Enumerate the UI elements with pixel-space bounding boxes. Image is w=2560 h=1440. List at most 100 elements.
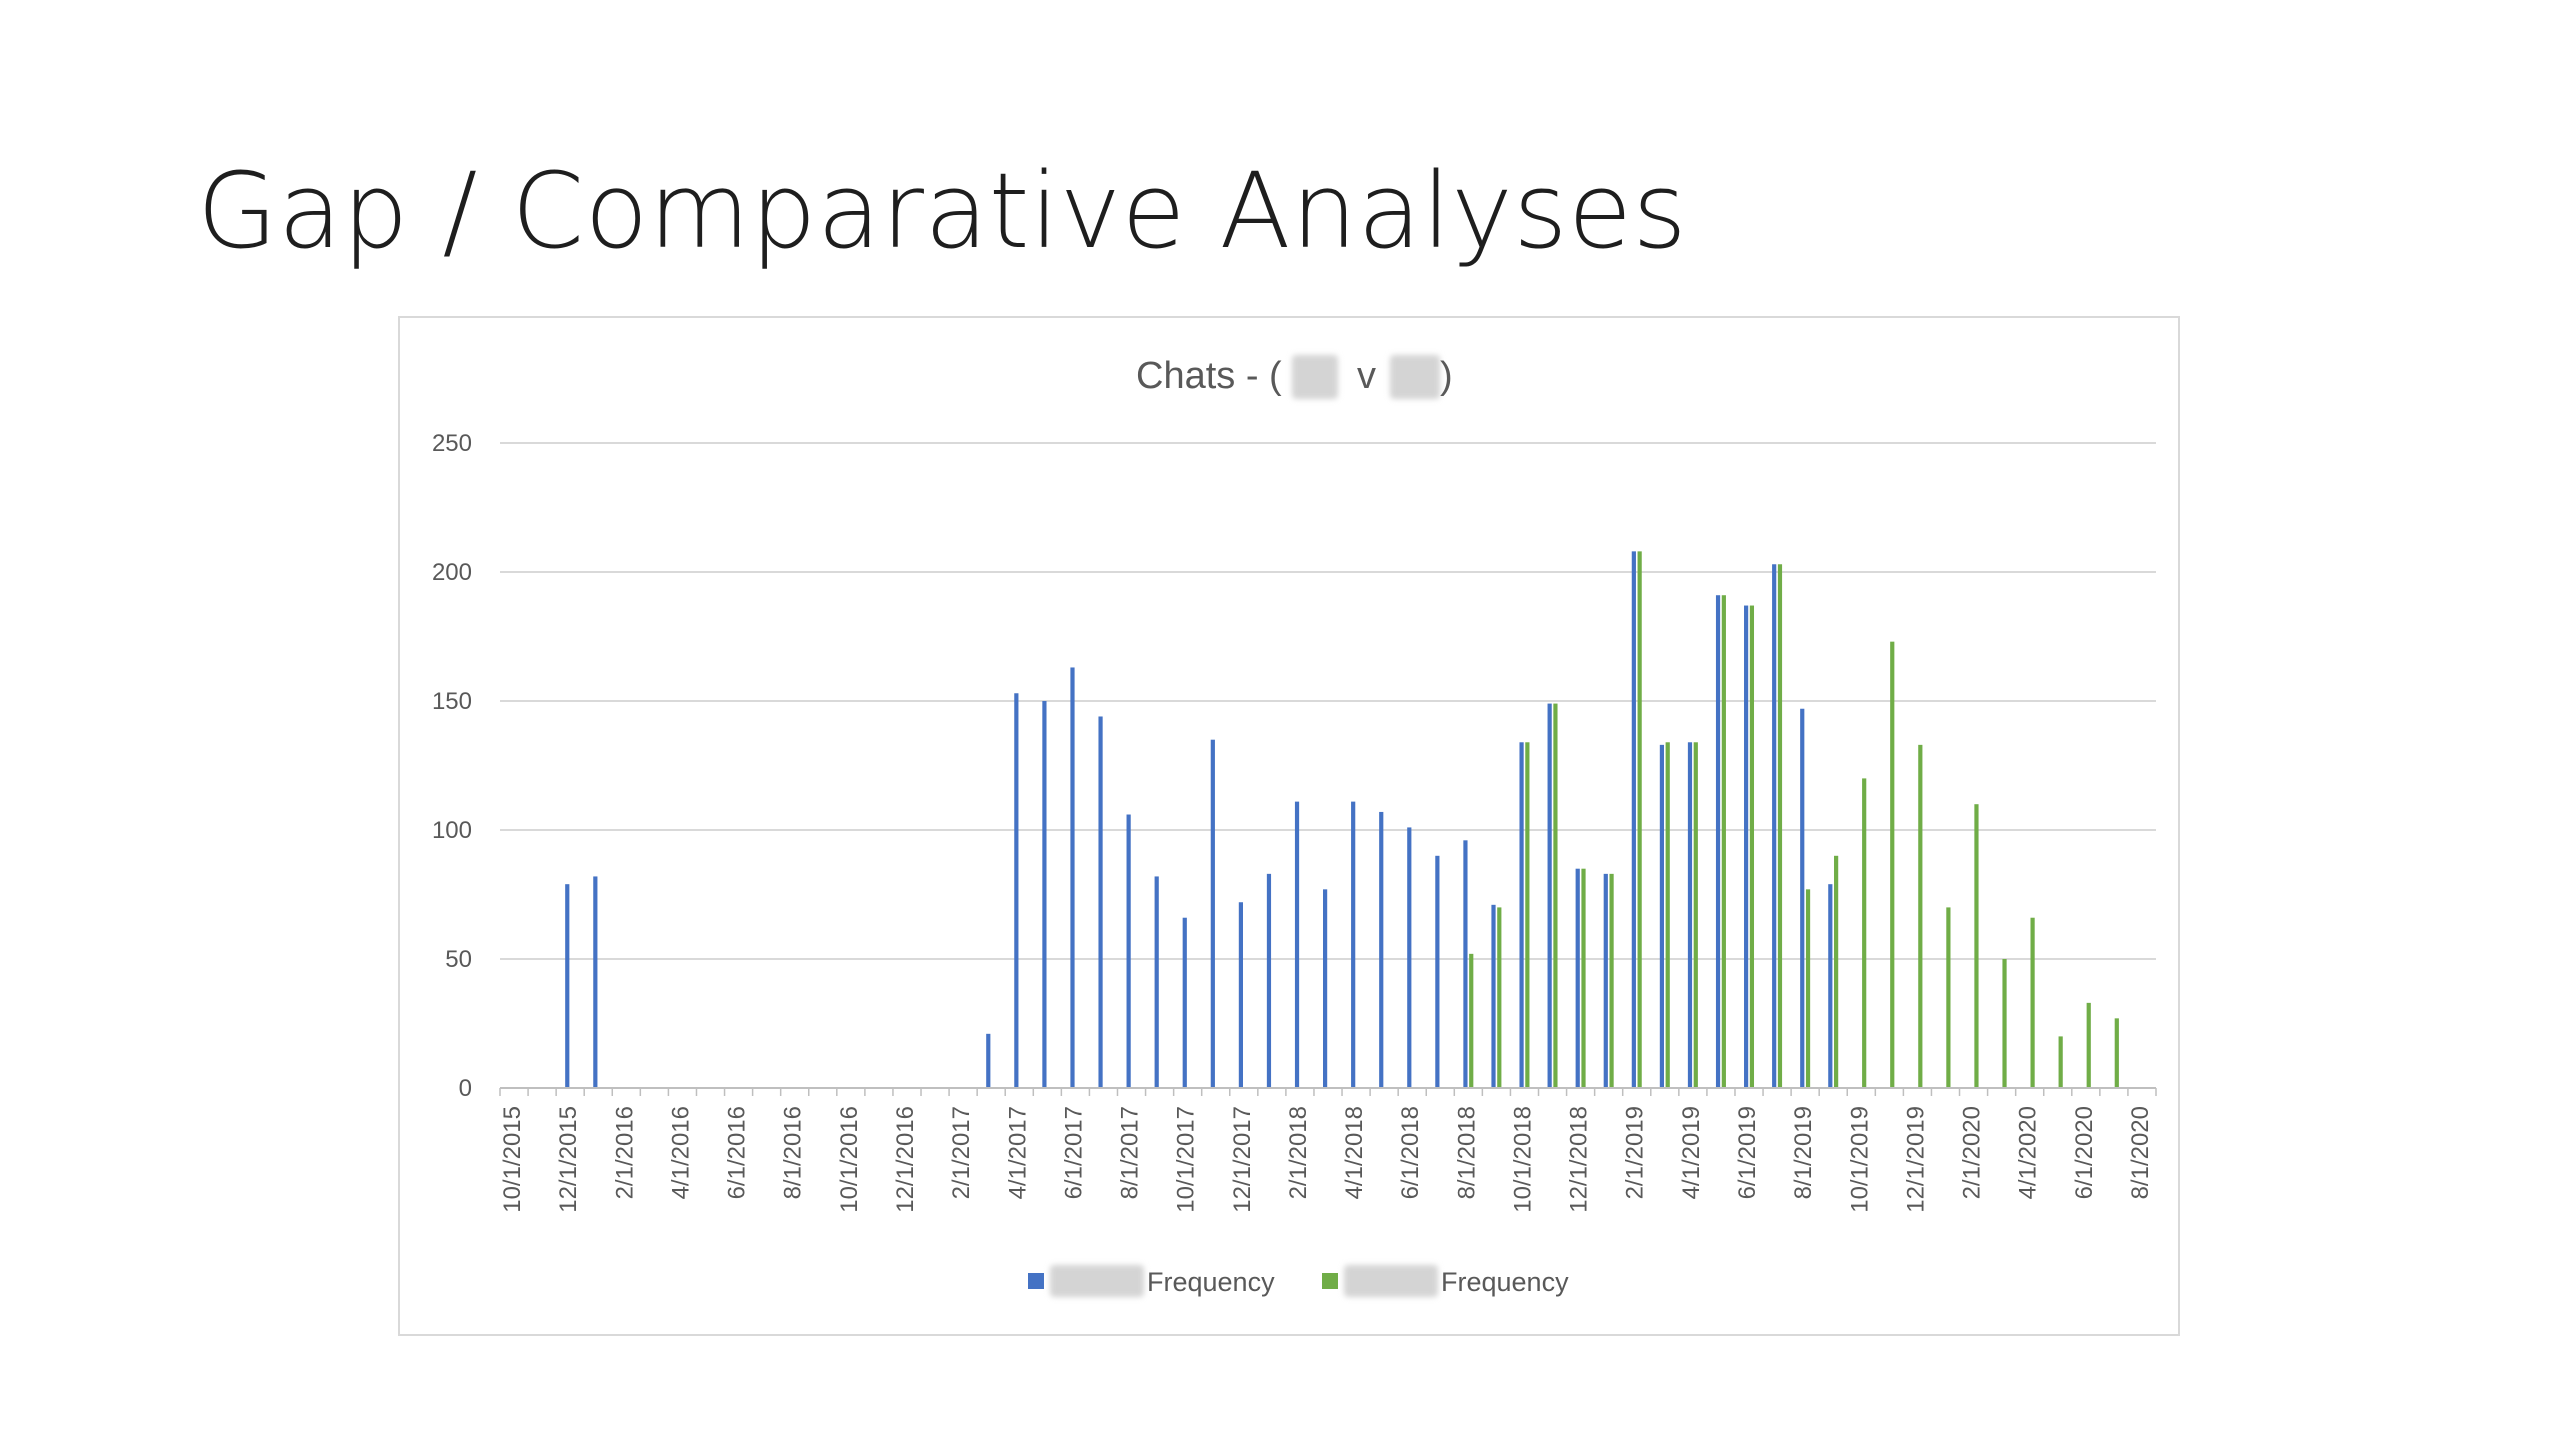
bar-series1-5-1-2017 — [1042, 701, 1047, 1088]
x-tick-label-12-1-2016: 12/1/2016 — [892, 1106, 919, 1213]
bar-series2-7-1-2019 — [1777, 564, 1783, 1088]
y-tick-label-0: 0 — [459, 1075, 472, 1102]
bar-series1-1-1-2019 — [1603, 873, 1608, 1088]
x-axis-tick-labels: 10/1/2015 12/1/2015 2/1/2016 4/1/2016 6/1/20… — [499, 1106, 2154, 1213]
x-tick-label-8-1-2017: 8/1/2017 — [1117, 1106, 1144, 1199]
x-tick-label-10-1-2016: 10/1/2016 — [836, 1106, 863, 1213]
slide-title: Gap / Comparative Analyses — [197, 150, 1688, 272]
gridlines — [500, 442, 2156, 960]
bar-series1-7-1-2019 — [1772, 564, 1777, 1088]
bar-series2-5-1-2020 — [2058, 1036, 2063, 1088]
bar-series1-12-1-2015 — [565, 884, 570, 1088]
bar-series2-2-1-2019 — [1637, 551, 1642, 1088]
bar-series1-12-1-2017 — [1238, 902, 1243, 1088]
bar-series1-8-1-2019 — [1800, 708, 1805, 1088]
bar-series1-5-1-2018 — [1379, 811, 1384, 1088]
bar-series1-8-1-2017 — [1126, 814, 1131, 1088]
bar-series2-7-1-2020 — [2114, 1018, 2119, 1088]
bar-series1-4-1-2018 — [1351, 801, 1356, 1088]
bar-series1-6-1-2018 — [1407, 827, 1412, 1088]
x-tick-label-8-1-2018: 8/1/2018 — [1453, 1106, 1480, 1199]
bar-series2-8-1-2018 — [1469, 953, 1474, 1088]
x-tick-label-12-1-2018: 12/1/2018 — [1566, 1106, 1593, 1213]
bar-series1-6-1-2017 — [1070, 667, 1075, 1088]
chart-frame: Chats - ( v ) 0 50 100 150 200 250 10/1/2015 1… — [398, 316, 2180, 1336]
bar-series2-1-1-2020 — [1946, 907, 1951, 1088]
legend-swatch-green — [1322, 1273, 1338, 1289]
x-axis — [499, 1087, 2157, 1096]
x-tick-label-2-1-2016: 2/1/2016 — [611, 1106, 638, 1199]
bar-series2-6-1-2020 — [2086, 1002, 2091, 1088]
x-tick-label-6-1-2016: 6/1/2016 — [724, 1106, 751, 1199]
y-tick-label-150: 150 — [432, 688, 472, 715]
bar-series2-11-1-2018 — [1553, 703, 1558, 1088]
x-tick-label-4-1-2020: 4/1/2020 — [2015, 1106, 2042, 1199]
bar-series2-2-1-2020 — [1974, 804, 1979, 1088]
bar-series2-1-1-2019 — [1609, 873, 1614, 1088]
x-tick-label-8-1-2020: 8/1/2020 — [2127, 1106, 2154, 1199]
legend-label-blue: Frequency — [1147, 1267, 1275, 1297]
x-tick-label-6-1-2017: 6/1/2017 — [1060, 1106, 1087, 1199]
x-tick-label-4-1-2018: 4/1/2018 — [1341, 1106, 1368, 1199]
bar-series1-7-1-2018 — [1435, 855, 1440, 1088]
chart-title: Chats - ( — [1136, 355, 1282, 397]
bar-series1-7-1-2017 — [1098, 716, 1103, 1088]
y-tick-label-200: 200 — [432, 559, 472, 586]
x-tick-label-6-1-2019: 6/1/2019 — [1734, 1106, 1761, 1199]
bar-series2-8-1-2019 — [1805, 889, 1811, 1088]
bar-series1-9-1-2019 — [1828, 884, 1833, 1088]
x-tick-label-6-1-2018: 6/1/2018 — [1397, 1106, 1424, 1199]
y-tick-label-100: 100 — [432, 817, 472, 844]
bar-series1-11-1-2017 — [1210, 739, 1215, 1088]
y-tick-label-250: 250 — [432, 430, 472, 457]
bar-series2-12-1-2018 — [1581, 868, 1586, 1088]
x-tick-label-10-1-2019: 10/1/2019 — [1846, 1106, 1873, 1213]
bar-series1-9-1-2018 — [1491, 904, 1496, 1088]
y-axis-tick-labels: 0 50 100 150 200 250 — [432, 430, 472, 1102]
chart-title-mid: v — [1357, 355, 1376, 397]
bar-series2-12-1-2019 — [1918, 744, 1923, 1088]
bar-series2-11-1-2019 — [1890, 641, 1895, 1088]
bar-series2-9-1-2018 — [1497, 907, 1502, 1088]
x-tick-label-10-1-2018: 10/1/2018 — [1510, 1106, 1537, 1213]
y-tick-label-50: 50 — [445, 946, 472, 973]
bar-series2-10-1-2018 — [1525, 742, 1530, 1088]
legend-redaction-blue — [1050, 1265, 1144, 1297]
x-tick-label-12-1-2019: 12/1/2019 — [1902, 1106, 1929, 1213]
bar-series1-3-1-2019 — [1659, 744, 1665, 1088]
bar-series1-9-1-2017 — [1154, 876, 1159, 1088]
chart-title-redaction-2 — [1390, 355, 1440, 399]
bar-series2-3-1-2019 — [1665, 742, 1670, 1088]
x-tick-label-10-1-2017: 10/1/2017 — [1173, 1106, 1200, 1213]
bars — [565, 551, 2119, 1088]
bar-series2-6-1-2019 — [1749, 605, 1755, 1088]
bar-series1-10-1-2018 — [1519, 742, 1524, 1088]
bar-series1-1-1-2016 — [593, 876, 598, 1088]
bar-series1-11-1-2018 — [1547, 703, 1552, 1088]
bar-series2-10-1-2019 — [1862, 778, 1867, 1088]
x-tick-label-12-1-2015: 12/1/2015 — [555, 1106, 582, 1213]
bar-series2-5-1-2019 — [1721, 595, 1726, 1088]
bar-series1-4-1-2019 — [1687, 742, 1693, 1088]
bar-series1-10-1-2017 — [1182, 917, 1187, 1088]
legend: Frequency Frequency — [1028, 1265, 1569, 1297]
legend-label-green: Frequency — [1441, 1267, 1569, 1297]
bar-series1-4-1-2017 — [1014, 693, 1019, 1088]
x-tick-label-8-1-2019: 8/1/2019 — [1790, 1106, 1817, 1199]
x-tick-label-6-1-2020: 6/1/2020 — [2071, 1106, 2098, 1199]
bar-series1-6-1-2019 — [1744, 605, 1749, 1088]
bar-series2-9-1-2019 — [1834, 855, 1839, 1088]
bar-series1-3-1-2018 — [1323, 889, 1328, 1088]
chart-title-end: ) — [1440, 355, 1453, 397]
bar-series1-3-1-2017 — [986, 1033, 991, 1088]
x-tick-label-2-1-2020: 2/1/2020 — [1959, 1106, 1986, 1199]
bar-series1-12-1-2018 — [1575, 868, 1580, 1088]
legend-redaction-green — [1344, 1265, 1438, 1297]
x-tick-label-12-1-2017: 12/1/2017 — [1229, 1106, 1256, 1213]
bar-series1-2-1-2019 — [1631, 551, 1636, 1088]
bar-series1-2-1-2018 — [1294, 801, 1300, 1088]
x-tick-label-2-1-2018: 2/1/2018 — [1285, 1106, 1312, 1199]
x-tick-label-2-1-2019: 2/1/2019 — [1622, 1106, 1649, 1199]
x-tick-label-2-1-2017: 2/1/2017 — [948, 1106, 975, 1199]
